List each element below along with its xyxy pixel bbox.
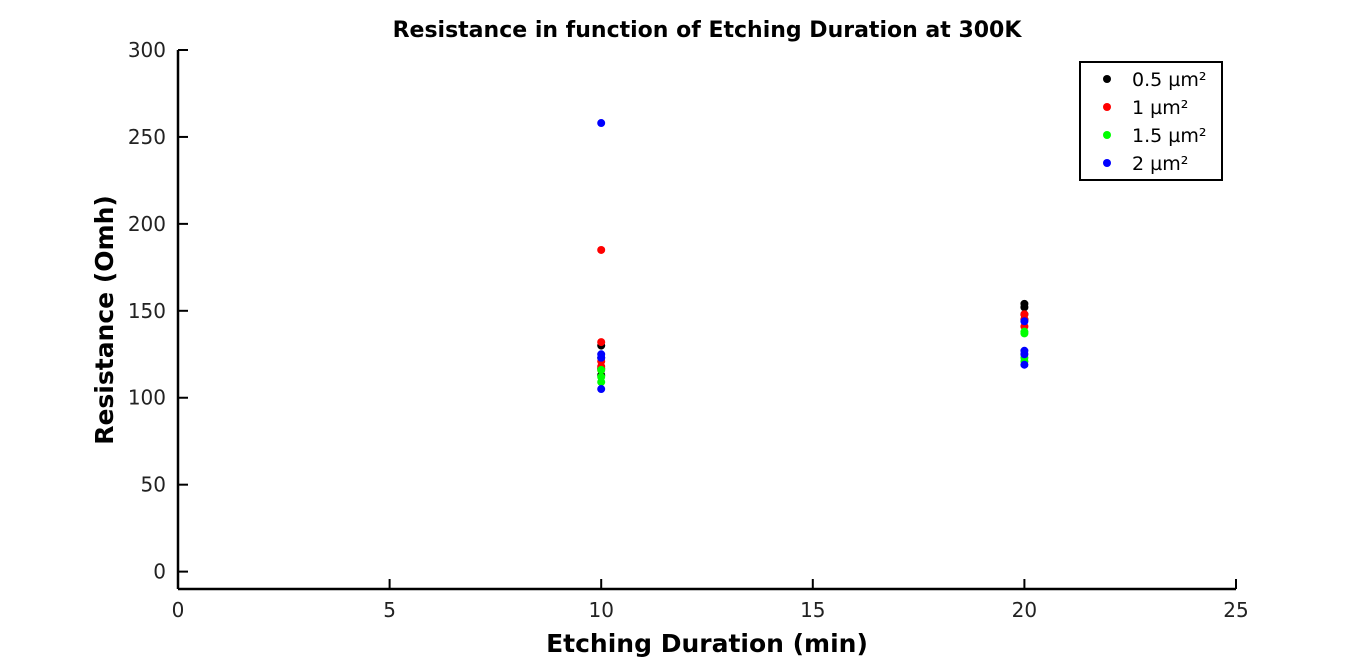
- y-tick-label: 50: [141, 473, 166, 497]
- x-tick-label: 0: [172, 598, 185, 622]
- x-tick-label: 10: [588, 598, 613, 622]
- data-point: [597, 365, 606, 374]
- data-point: [597, 385, 606, 394]
- x-tick-label: 5: [383, 598, 396, 622]
- data-point: [1020, 317, 1029, 326]
- legend-label: 2 µm²: [1132, 153, 1188, 175]
- x-tick-label: 20: [1012, 598, 1037, 622]
- legend-box: [1079, 61, 1223, 181]
- data-point: [1020, 350, 1029, 359]
- legend-label: 1.5 µm²: [1132, 125, 1206, 147]
- legend-label: 0.5 µm²: [1132, 69, 1206, 91]
- data-point: [597, 245, 606, 254]
- data-point: [1020, 360, 1029, 369]
- data-point: [1020, 329, 1029, 338]
- legend-label: 1 µm²: [1132, 97, 1188, 119]
- y-tick-label: 300: [128, 38, 166, 62]
- x-tick-label: 25: [1223, 598, 1248, 622]
- chart-title: Resistance in function of Etching Durati…: [393, 18, 1023, 43]
- y-tick-label: 150: [128, 299, 166, 323]
- data-point: [597, 119, 606, 128]
- x-axis-label: Etching Duration (min): [546, 629, 868, 658]
- data-point: [597, 338, 606, 347]
- y-tick-label: 100: [128, 386, 166, 410]
- data-point: [597, 353, 606, 362]
- y-axis-label: Resistance (Omh): [90, 195, 119, 445]
- legend-marker: [1103, 75, 1111, 83]
- legend-marker: [1103, 159, 1111, 167]
- legend-marker: [1103, 131, 1111, 139]
- legend: 0.5 µm² 1 µm² 1.5 µm² 2 µm²: [1079, 61, 1223, 181]
- y-tick-label: 250: [128, 125, 166, 149]
- data-points: [597, 119, 1029, 394]
- y-tick-label: 0: [153, 560, 166, 584]
- x-tick-label: 15: [800, 598, 825, 622]
- data-point: [597, 378, 606, 387]
- legend-marker: [1103, 103, 1111, 111]
- y-tick-label: 200: [128, 212, 166, 236]
- data-point: [1020, 303, 1029, 312]
